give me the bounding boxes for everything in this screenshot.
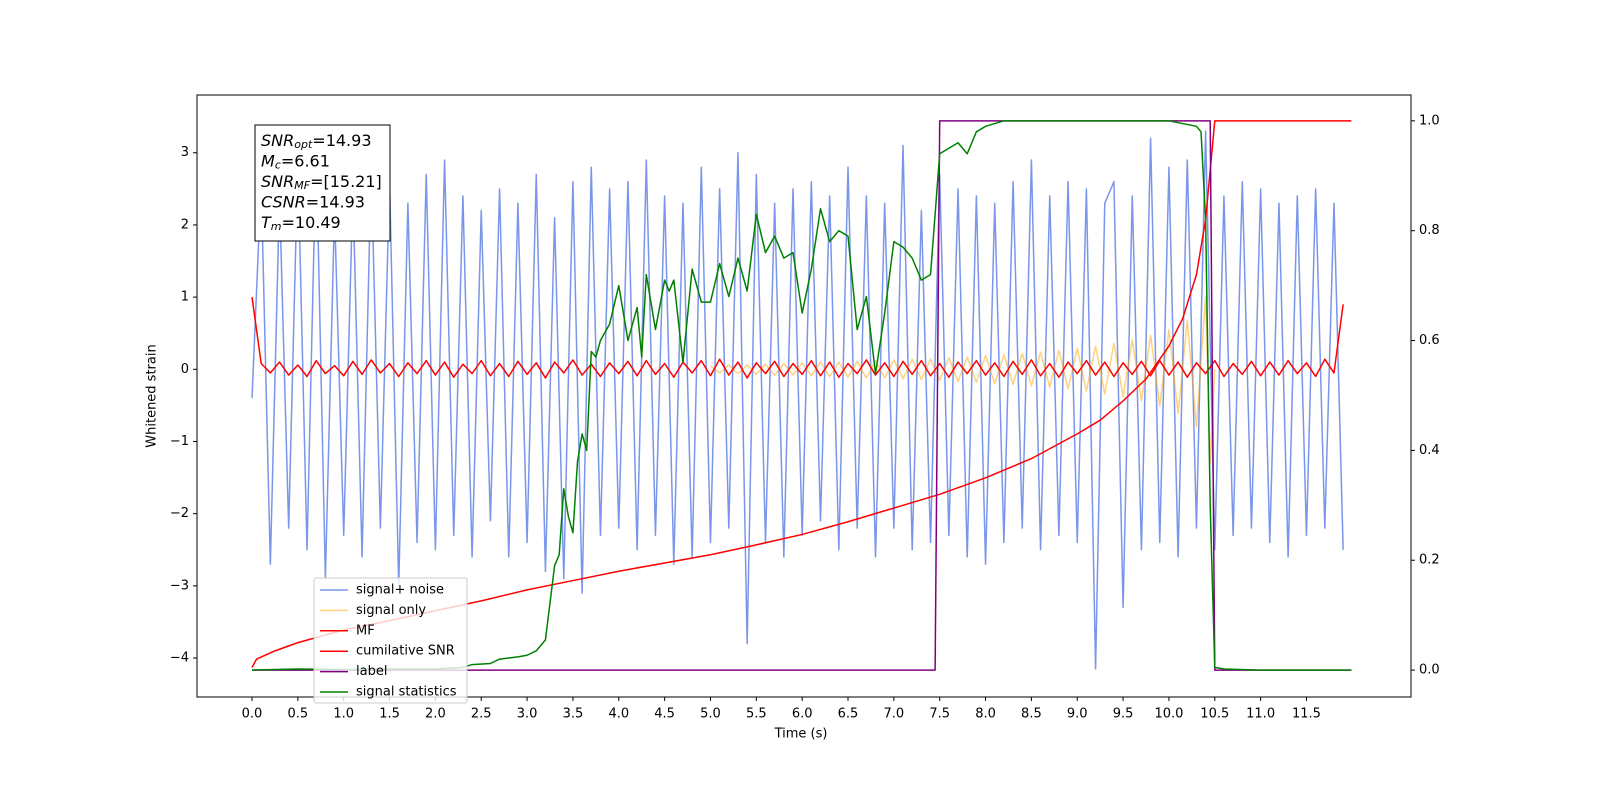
annotation-text: =10.49 [282,213,341,232]
annotation-line: SNRMF=[15.21] [261,172,382,193]
legend-label: signal only [356,603,426,618]
annotation-line: Mc=6.61 [261,151,330,172]
annotation-subscript: m [271,220,282,233]
y2-tick-label: 0.8 [1419,223,1440,238]
x-tick-label: 10.0 [1154,707,1183,722]
annotation-line: CSNR=14.93 [261,192,365,211]
y-tick-label: −1 [170,434,189,449]
legend-box [313,577,468,704]
x-tick-label: 5.0 [700,707,721,722]
x-tick-label: 0.0 [242,707,263,722]
annotation-text: =[15.21] [310,172,382,191]
annotation-symbol: T [261,213,272,232]
series-line [251,297,1344,379]
annotation-symbol: SNR [261,172,294,191]
x-tick-label: 9.5 [1113,707,1134,722]
series-line [710,296,1216,464]
y-tick-label: 0 [181,362,189,377]
annotation-symbol: CSNR [261,192,306,211]
annotation-text: =14.93 [312,131,371,150]
x-tick-label: 7.0 [884,707,905,722]
annotation-text: =14.93 [306,192,365,211]
y2-tick-label: 0.4 [1419,443,1440,458]
annotation-subscript: c [275,159,281,172]
x-axis-label: Time (s) [774,727,828,742]
x-tick-label: 3.0 [517,707,538,722]
x-tick-label: 4.5 [654,707,675,722]
y-tick-label: 2 [181,217,189,232]
x-tick-label: 3.5 [563,707,584,722]
x-tick-label: 9.0 [1067,707,1088,722]
annotation-subscript: opt [294,138,313,151]
plot-frame [196,94,1412,698]
annotation-line: Tm=10.49 [261,213,341,234]
y2-tick-label: 0.2 [1419,553,1440,568]
series-line [251,130,1344,670]
legend-label: signal statistics [356,685,457,700]
annotation-box [254,124,391,242]
annotation-symbol: M [261,151,275,170]
legend-label: MF [356,623,375,638]
x-tick-label: 11.0 [1246,707,1275,722]
y2-tick-label: 0.6 [1419,333,1440,348]
annotation-subscript: MF [294,179,310,192]
y2-tick-label: 1.0 [1419,113,1440,128]
y-axis-label: Whitened strain [145,344,160,447]
y-tick-label: 3 [181,145,189,160]
x-tick-label: 0.5 [288,707,309,722]
x-tick-label: 6.0 [792,707,813,722]
annotation-symbol: SNR [261,131,294,150]
x-tick-label: 6.5 [838,707,859,722]
x-tick-label: 8.5 [1021,707,1042,722]
x-tick-label: 1.0 [333,707,354,722]
x-tick-label: 11.5 [1292,707,1321,722]
annotation-text: =6.61 [281,151,330,170]
legend-label: signal+ noise [356,583,444,598]
y-tick-label: −3 [170,578,189,593]
legend-label: label [356,664,387,679]
x-tick-label: 4.0 [608,707,629,722]
x-tick-label: 5.5 [746,707,767,722]
x-tick-label: 2.5 [471,707,492,722]
legend-label: cumilative SNR [356,644,455,659]
y2-tick-label: 0.0 [1419,663,1440,678]
x-tick-label: 2.0 [425,707,446,722]
y-tick-label: −2 [170,506,189,521]
x-tick-label: 10.5 [1200,707,1229,722]
series-line [252,120,1352,671]
x-tick-label: 7.5 [929,707,950,722]
y-tick-label: 1 [181,290,189,305]
x-tick-label: 8.0 [975,707,996,722]
x-tick-label: 1.5 [379,707,400,722]
y-tick-label: −4 [170,651,189,666]
annotation-line: SNRopt=14.93 [261,131,372,152]
